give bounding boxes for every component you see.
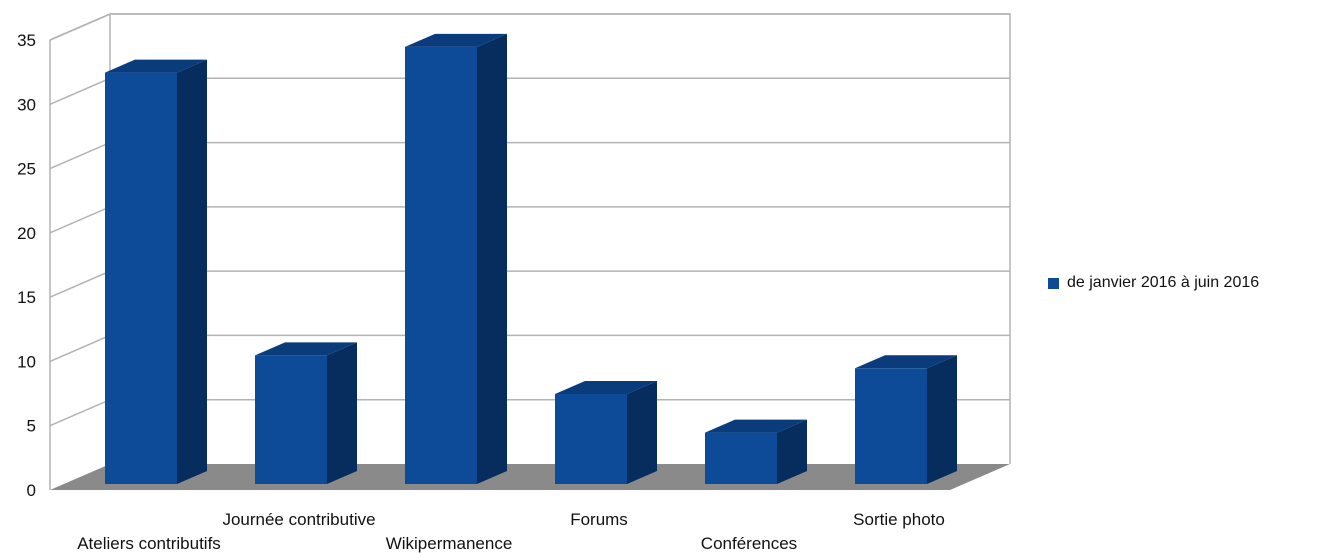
- x-tick-label: Sortie photo: [853, 510, 945, 529]
- x-tick-label: Forums: [570, 510, 628, 529]
- bar-front: [405, 46, 477, 484]
- bar-front: [705, 432, 777, 484]
- bar-side: [927, 355, 957, 484]
- bars: [105, 33, 957, 485]
- bar: [555, 381, 657, 484]
- x-tick-label: Wikipermanence: [386, 534, 513, 553]
- bar: [105, 59, 207, 485]
- bar-top: [255, 342, 357, 356]
- legend: de janvier 2016 à juin 2016: [1048, 274, 1259, 292]
- x-tick-label: Ateliers contributifs: [77, 534, 221, 553]
- bar-front: [255, 355, 327, 484]
- y-tick-label: 30: [17, 95, 36, 114]
- y-tick-label: 35: [17, 31, 36, 50]
- legend-swatch: [1048, 277, 1059, 289]
- gridline: [49, 13, 1010, 41]
- y-tick-label: 0: [27, 481, 36, 500]
- bar-top: [105, 59, 207, 73]
- bar: [405, 33, 507, 484]
- bar-front: [105, 72, 177, 485]
- bar-top: [405, 33, 507, 47]
- bar: [705, 419, 807, 484]
- bar-front: [555, 394, 627, 484]
- bar-side: [327, 342, 357, 484]
- bar-side: [627, 381, 657, 484]
- x-tick-label: Conférences: [701, 534, 797, 553]
- bar: [255, 342, 357, 484]
- y-tick-label: 25: [17, 160, 36, 179]
- y-tick-label: 5: [27, 417, 36, 436]
- legend-label: de janvier 2016 à juin 2016: [1067, 274, 1260, 291]
- y-tick-label: 15: [17, 288, 36, 307]
- y-axis: 0 5 10 15 20 25 30 35: [17, 31, 36, 500]
- bar-side: [177, 59, 207, 484]
- y-tick-label: 10: [17, 352, 36, 371]
- y-tick-label: 20: [17, 224, 36, 243]
- bar-side: [777, 419, 807, 484]
- bar-top: [555, 381, 657, 394]
- x-tick-label: Journée contributive: [222, 510, 375, 529]
- bar: [855, 355, 957, 484]
- bar-side: [477, 33, 507, 484]
- bar-top: [855, 355, 957, 369]
- bar-front: [855, 368, 927, 484]
- bar-top: [705, 419, 807, 433]
